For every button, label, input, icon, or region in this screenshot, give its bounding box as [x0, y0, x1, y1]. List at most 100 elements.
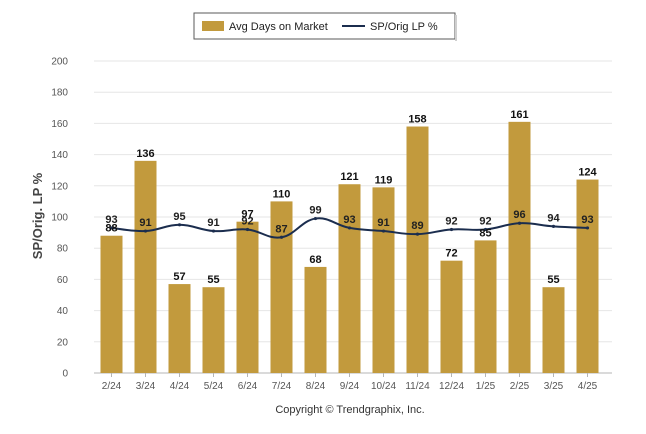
- bar: [474, 240, 497, 373]
- line-value-label: 94: [547, 212, 560, 224]
- y-tick-label: 180: [51, 88, 68, 99]
- x-axis-labels: 2/24 3/24 4/24 5/24 6/24 7/24 8/24 9/24 10/24 11/…: [102, 373, 598, 392]
- line-point: [313, 216, 318, 221]
- line-value-label: 92: [241, 215, 253, 227]
- x-tick-label: 4/25: [578, 381, 598, 392]
- y-tick-label: 160: [51, 119, 68, 130]
- bar-value-label: 121: [340, 171, 358, 183]
- y-tick-label: 140: [51, 150, 68, 161]
- x-tick-label: 8/24: [306, 381, 326, 392]
- line-point: [585, 226, 590, 230]
- legend-bar-label: Avg Days on Market: [229, 21, 328, 33]
- line-point: [381, 229, 386, 233]
- y-axis-ticks: 0 20 40 60 80 100 120 140 160 180 200: [51, 57, 68, 380]
- x-tick-label: 9/24: [340, 381, 360, 392]
- line-value-label: 89: [411, 220, 423, 232]
- copyright-footer: Copyright © Trendgraphix, Inc.: [275, 404, 424, 416]
- x-tick-label: 6/24: [238, 381, 258, 392]
- line-point: [347, 226, 352, 230]
- x-tick-label: 5/24: [204, 381, 224, 392]
- x-tick-label: 2/24: [102, 381, 122, 392]
- bar: [542, 287, 565, 373]
- line-point: [551, 224, 556, 228]
- line-value-label: 99: [309, 205, 321, 217]
- line-point: [245, 227, 250, 232]
- line-value-label: 91: [139, 217, 151, 229]
- bar-value-label: 124: [578, 167, 597, 179]
- line-point: [449, 227, 454, 232]
- bar-value-label: 110: [273, 188, 291, 200]
- bar: [508, 121, 531, 373]
- line-point: [109, 226, 114, 230]
- bar: [168, 284, 191, 373]
- bar: [100, 235, 123, 373]
- bar-value-label: 68: [309, 254, 321, 266]
- bar: [406, 126, 429, 374]
- bar-value-label: 119: [375, 174, 393, 186]
- line-point: [211, 229, 216, 233]
- line-value-label: 92: [479, 215, 491, 227]
- y-tick-label: 200: [51, 57, 68, 68]
- bar: [134, 160, 157, 373]
- y-tick-label: 0: [62, 369, 68, 380]
- bar: [372, 187, 395, 373]
- x-tick-label: 1/25: [476, 381, 496, 392]
- legend-line-label: SP/Orig LP %: [370, 21, 438, 33]
- line-value-label: 93: [105, 214, 117, 226]
- bar-value-labels: 88 136 57 55 97 110 68 121 119 158 72 85 161 55 124: [105, 109, 597, 286]
- bar: [576, 179, 599, 373]
- line-value-label: 93: [343, 214, 355, 226]
- x-tick-label: 10/24: [371, 381, 396, 392]
- bar-value-label: 72: [445, 248, 457, 260]
- x-tick-label: 2/25: [510, 381, 530, 392]
- x-tick-label: 4/24: [170, 381, 190, 392]
- line-value-label: 91: [377, 217, 389, 229]
- bar: [270, 201, 293, 373]
- bar-value-label: 85: [479, 227, 491, 239]
- bar-value-label: 57: [173, 271, 185, 283]
- y-axis-title: SP/Orig. LP %: [30, 172, 45, 259]
- y-tick-label: 20: [57, 337, 69, 348]
- bar-value-label: 161: [510, 109, 528, 121]
- legend: Avg Days on Market SP/Orig LP %: [193, 12, 457, 41]
- legend-bar-swatch: [202, 21, 224, 31]
- bar: [440, 260, 463, 373]
- line-point: [143, 229, 148, 233]
- bar-value-label: 97: [241, 209, 253, 221]
- bar-value-label: 55: [207, 274, 219, 286]
- x-tick-label: 12/24: [439, 381, 464, 392]
- x-tick-label: 7/24: [272, 381, 292, 392]
- line-point: [177, 223, 182, 227]
- line-point: [279, 235, 284, 239]
- y-tick-label: 120: [51, 181, 68, 192]
- bars: [100, 121, 599, 374]
- legend-box: [193, 12, 456, 40]
- line-value-labels: 93 91 95 91 92 87 99 93 91 89 92 92 96 94 93: [105, 205, 593, 236]
- line-point: [415, 232, 420, 236]
- line-value-label: 92: [445, 215, 457, 227]
- line-value-label: 91: [207, 217, 219, 229]
- line-value-label: 87: [275, 223, 287, 235]
- line-value-label: 96: [513, 209, 525, 221]
- y-tick-label: 100: [51, 213, 68, 224]
- bar: [202, 287, 225, 373]
- line-point: [483, 227, 488, 232]
- y-tick-label: 40: [57, 306, 69, 317]
- line-point: [517, 221, 522, 225]
- sp-orig-line: [109, 216, 590, 239]
- x-tick-label: 11/24: [405, 381, 430, 392]
- bar-value-label: 136: [136, 148, 154, 160]
- line-value-label: 93: [581, 214, 593, 226]
- line-value-label: 95: [173, 211, 185, 223]
- x-tick-label: 3/25: [544, 381, 564, 392]
- x-tick-label: 3/24: [136, 381, 156, 392]
- bar: [236, 221, 259, 373]
- bar: [338, 184, 361, 373]
- y-tick-label: 60: [57, 275, 69, 286]
- bar-value-label: 158: [408, 114, 426, 126]
- bar-value-label: 88: [105, 223, 117, 235]
- bar: [304, 266, 327, 373]
- bar-value-label: 55: [547, 274, 559, 286]
- y-tick-label: 80: [57, 244, 69, 255]
